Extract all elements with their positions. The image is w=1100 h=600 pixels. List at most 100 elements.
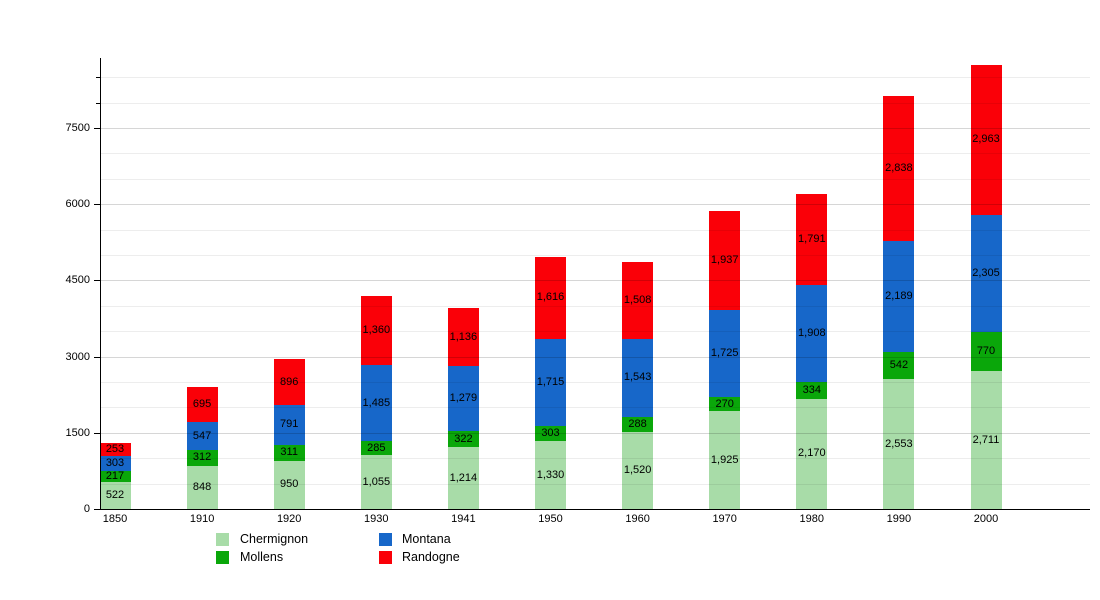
minor-gridline <box>99 305 1090 307</box>
bar-value-label: 1,937 <box>710 254 739 267</box>
x-tick-label: 1941 <box>451 513 476 525</box>
x-tick-label: 1850 <box>102 513 128 525</box>
y-tick-label: 6000 <box>65 198 90 211</box>
bar-segment-chermignon <box>535 441 566 509</box>
bar-value-label: 770 <box>976 345 996 358</box>
bar-segment-randogne <box>709 211 741 310</box>
bar-segment-randogne <box>796 193 828 285</box>
minor-gridline <box>99 483 1090 485</box>
y-tick-label: 1500 <box>65 426 90 439</box>
bar-segment-chermignon <box>360 455 392 509</box>
bar-value-label: 1,520 <box>623 463 652 476</box>
minor-gridline <box>99 102 1090 104</box>
y-tick-label: 4500 <box>65 274 90 287</box>
bar-segment-montana <box>709 309 741 398</box>
major-gridline <box>99 356 1090 358</box>
bar-value-label: 695 <box>192 398 212 411</box>
bar-segment-chermignon <box>709 411 741 509</box>
x-tick-label: 2000 <box>973 513 999 525</box>
legend-label-chermignon: Chermignon <box>240 532 309 546</box>
bar-value-label: 1,616 <box>536 291 565 304</box>
bar-segment-montana <box>360 365 392 441</box>
bar-value-label: 547 <box>192 429 212 442</box>
x-tick-label: 1930 <box>364 513 389 525</box>
bar-value-label: 791 <box>280 418 299 431</box>
bar-value-label: 1,715 <box>536 375 565 388</box>
bar-segment-montana <box>535 338 566 427</box>
bar-value-label: 288 <box>628 417 647 430</box>
minor-gridline <box>99 255 1090 256</box>
minor-gridline <box>99 178 1090 180</box>
bar-segment-chermignon <box>99 482 131 509</box>
bar-value-label: 253 <box>105 443 125 456</box>
bar-segment-randogne <box>883 96 915 241</box>
bar-segment-montana <box>186 422 218 451</box>
bar-value-label: 1,543 <box>623 371 652 384</box>
bar-segment-mollens <box>796 381 828 399</box>
bar-value-label: 2,963 <box>972 133 1000 146</box>
bar-value-label: 1,136 <box>449 330 478 343</box>
y-tick-mark <box>93 432 100 434</box>
major-gridline <box>99 128 1090 129</box>
y-minor-tick-mark <box>95 77 100 79</box>
bar-segment-randogne <box>273 359 305 405</box>
y-axis-line <box>99 58 101 509</box>
bar-value-label: 1,055 <box>362 475 391 488</box>
bar-value-label: 2,305 <box>972 267 1000 280</box>
bar-value-label: 1,485 <box>362 396 391 409</box>
bar-value-label: 1,725 <box>710 347 739 360</box>
bar-value-label: 303 <box>105 457 125 470</box>
bar-segment-randogne <box>970 64 1002 216</box>
bar-segment-mollens <box>709 397 741 412</box>
legend-label-mollens: Mollens <box>240 550 284 564</box>
bar-value-label: 1,908 <box>798 326 826 339</box>
legend-label-montana: Montana <box>402 532 451 546</box>
minor-gridline <box>99 331 1090 333</box>
legend-label-randogne: Randogne <box>402 550 460 564</box>
x-tick-label: 1910 <box>189 513 215 525</box>
x-tick-label: 1970 <box>712 513 737 525</box>
bar-segment-chermignon <box>273 460 305 509</box>
x-tick-label: 1990 <box>886 513 912 525</box>
bar-segment-mollens <box>273 444 305 461</box>
y-tick-label: 7500 <box>65 122 90 134</box>
bar-segment-randogne <box>360 296 392 366</box>
bar-segment-mollens <box>970 332 1002 372</box>
bar-segment-randogne <box>99 443 131 457</box>
bar-value-label: 1,279 <box>449 391 478 404</box>
bar-value-label: 848 <box>192 480 212 493</box>
bar-value-label: 522 <box>105 489 125 502</box>
y-tick-mark <box>93 280 100 282</box>
y-tick-mark <box>93 204 100 206</box>
bar-segment-montana <box>99 456 131 472</box>
bar-segment-montana <box>447 365 479 431</box>
bar-value-label: 896 <box>280 375 299 388</box>
legend-swatch-chermignon <box>216 533 229 546</box>
bar-segment-montana <box>970 215 1002 333</box>
bar-value-label: 312 <box>192 451 212 464</box>
bar-value-label: 950 <box>280 478 299 491</box>
legend-swatch-randogne <box>379 551 392 564</box>
bar-value-label: 542 <box>889 359 909 372</box>
bar-value-label: 334 <box>802 383 821 396</box>
bar-value-label: 1,925 <box>710 453 739 466</box>
bar-segment-chermignon <box>447 447 479 509</box>
bar-value-label: 2,711 <box>972 433 1000 446</box>
bar-segment-montana <box>622 338 654 418</box>
bar-value-label: 311 <box>280 446 298 459</box>
major-gridline <box>99 204 1090 206</box>
bar-segment-chermignon <box>883 379 915 509</box>
bar-value-label: 2,838 <box>885 161 913 174</box>
bar-segment-randogne <box>186 386 218 423</box>
bar-segment-chermignon <box>796 398 828 509</box>
bar-value-label: 270 <box>715 397 734 410</box>
bar-value-label: 1,214 <box>449 471 478 484</box>
minor-gridline <box>99 382 1090 383</box>
x-tick-label: 1960 <box>625 513 650 525</box>
bar-segment-mollens <box>883 351 915 380</box>
x-tick-label: 1950 <box>538 513 563 525</box>
legend-swatch-montana <box>379 533 392 546</box>
bar-segment-mollens <box>447 430 479 448</box>
minor-gridline <box>99 458 1090 460</box>
bar-segment-chermignon <box>622 431 654 509</box>
